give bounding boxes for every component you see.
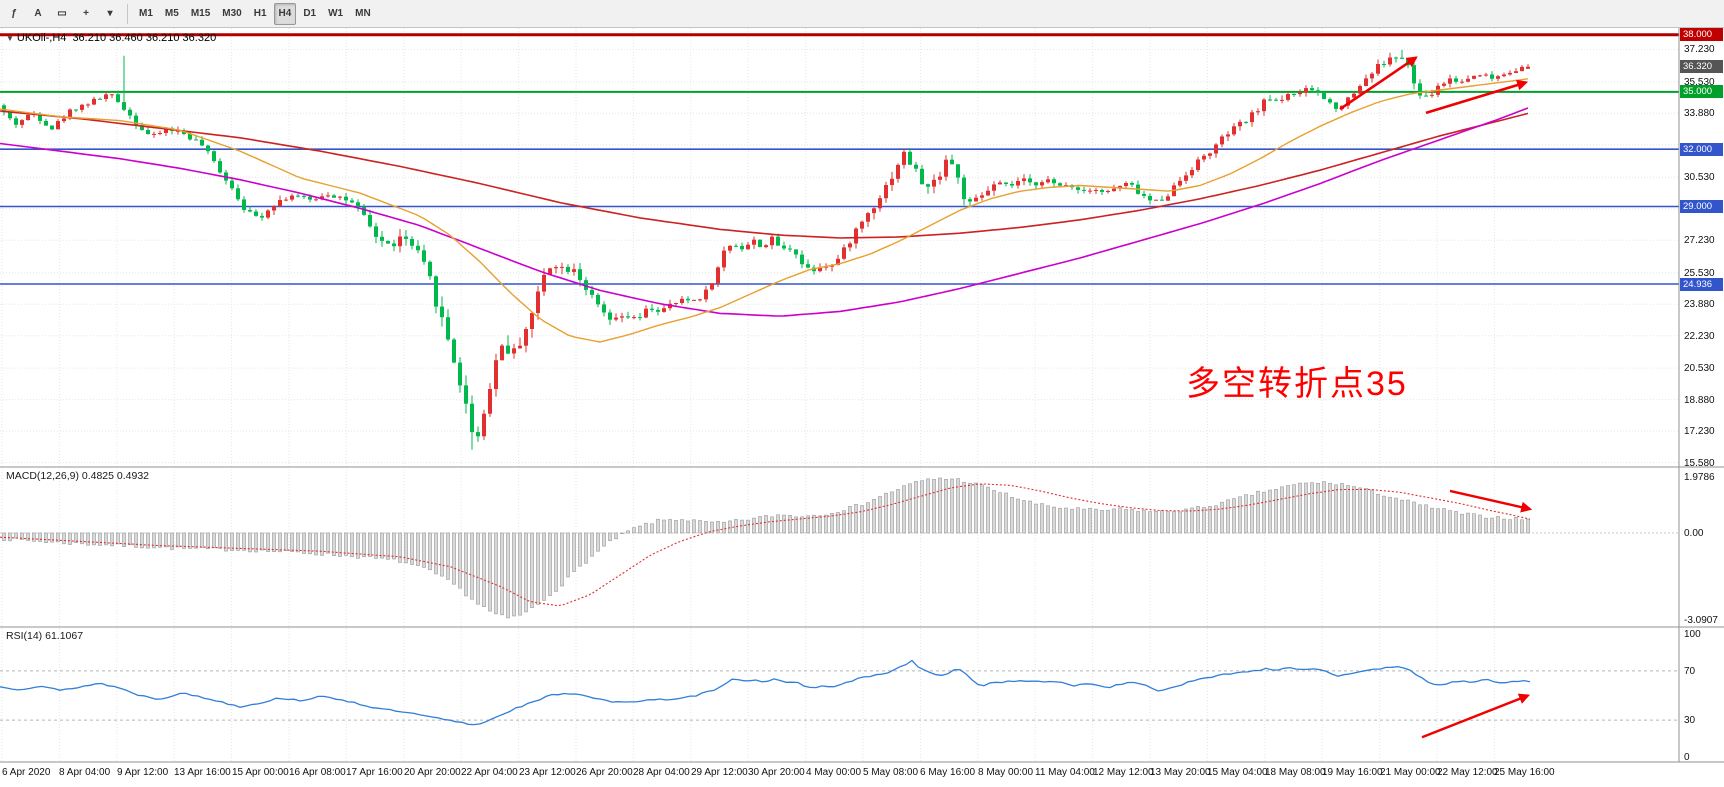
time-label: 19 May 16:00: [1322, 767, 1383, 778]
symbol-ohlc-values: 36.210 36.460 36.210 36.320: [72, 32, 217, 44]
macd-tick-label: -3.0907: [1684, 615, 1718, 626]
price-box-label: 29.000: [1680, 200, 1723, 213]
timeframe-buttons: M1 M5 M15 M30 H1 H4 D1 W1 MN: [133, 2, 377, 25]
time-label: 28 Apr 04:00: [633, 767, 690, 778]
timeframe-button-m30[interactable]: M30: [222, 8, 242, 19]
time-label: 26 Apr 20:00: [576, 767, 633, 778]
indicators-icon[interactable]: ƒ: [11, 8, 17, 19]
price-tick-label: 17.230: [1684, 426, 1715, 437]
price-tick-label: 27.230: [1684, 235, 1715, 246]
timeframe-button-d1[interactable]: D1: [303, 8, 317, 19]
price-tick-label: 15.580: [1684, 458, 1715, 469]
price-box-label: 35.000: [1680, 85, 1723, 98]
time-label: 30 Apr 20:00: [748, 767, 805, 778]
time-label: 25 May 16:00: [1494, 767, 1555, 778]
time-label: 5 May 08:00: [863, 767, 919, 778]
main-toolbar: ƒ A ▭ + ▾ M1 M5 M15 M30 H1 H4 D1 W1 MN: [0, 0, 1724, 28]
time-label: 21 May 00:00: [1380, 767, 1441, 778]
time-label: 4 May 00:00: [806, 767, 862, 778]
symbol-info: ▼ UKOil-,H4 36.210 36.460 36.210 36.320: [6, 32, 216, 44]
dropdown-caret-icon[interactable]: ▾: [107, 8, 113, 19]
collapse-triangle-icon[interactable]: ▼: [6, 34, 14, 43]
time-label: 6 Apr 2020: [2, 767, 51, 778]
time-label: 17 Apr 16:00: [346, 767, 403, 778]
rsi-tick-label: 70: [1684, 666, 1696, 677]
price-box-label: 24.936: [1680, 278, 1723, 291]
time-label: 6 May 16:00: [920, 767, 976, 778]
timeframe-button-m5[interactable]: M5: [164, 8, 179, 19]
time-label: 15 May 04:00: [1207, 767, 1268, 778]
price-tick-label: 25.530: [1684, 268, 1715, 279]
timeframe-button-m1[interactable]: M1: [139, 8, 153, 19]
chart-annotation-text: 多空转折点35: [1186, 365, 1408, 403]
time-label: 29 Apr 12:00: [691, 767, 748, 778]
price-box-label: 36.320: [1680, 60, 1723, 73]
rsi-tick-label: 0: [1684, 752, 1690, 763]
rsi-tick-label: 100: [1684, 629, 1701, 640]
time-label: 9 Apr 12:00: [117, 767, 169, 778]
time-label: 22 Apr 04:00: [461, 767, 518, 778]
time-label: 13 May 20:00: [1150, 767, 1211, 778]
time-label: 8 May 00:00: [978, 767, 1034, 778]
price-tick-label: 18.880: [1684, 395, 1715, 406]
timeframe-button-mn[interactable]: MN: [355, 8, 371, 19]
price-tick-label: 35.530: [1684, 77, 1715, 88]
price-tick-label: 22.230: [1684, 331, 1715, 342]
trend-arrows-layer: [1339, 56, 1533, 739]
timeframe-button-h4[interactable]: H4: [273, 2, 297, 25]
timeframe-button-w1[interactable]: W1: [328, 8, 344, 19]
rsi-name: RSI(14): [6, 630, 43, 642]
price-tick-label: 37.230: [1684, 44, 1715, 55]
time-label: 18 May 08:00: [1265, 767, 1326, 778]
timeframe-button-m15[interactable]: M15: [190, 8, 211, 19]
price-tick-label: 30.530: [1684, 172, 1715, 183]
macd-values: 0.4825 0.4932: [81, 470, 150, 482]
crosshair-tool-icon[interactable]: +: [83, 8, 89, 19]
time-label: 15 Apr 00:00: [232, 767, 289, 778]
macd-tick-label: 0.00: [1684, 528, 1704, 539]
macd-tick-label: 1.9786: [1684, 472, 1715, 483]
time-label: 8 Apr 04:00: [59, 767, 111, 778]
macd-name: MACD(12,26,9): [6, 470, 79, 482]
chart-window-icon[interactable]: ▭: [57, 8, 67, 19]
price-box-label: 38.000: [1680, 28, 1723, 41]
time-label: 22 May 12:00: [1437, 767, 1498, 778]
hlines-layer: [0, 33, 1679, 285]
price-box-label: 32.000: [1680, 143, 1723, 156]
price-tick-label: 20.530: [1684, 363, 1715, 374]
panel-borders-layer: [0, 28, 1724, 763]
time-label: 13 Apr 16:00: [174, 767, 231, 778]
moving-averages-layer: [0, 78, 1529, 343]
symbol-name: UKOil-,H4: [16, 32, 67, 44]
time-label: 11 May 04:00: [1035, 767, 1095, 778]
rsi-tick-label: 30: [1684, 715, 1696, 726]
time-label: 23 Apr 12:00: [519, 767, 576, 778]
price-tick-label: 33.880: [1684, 108, 1715, 119]
rsi-value: 61.1067: [45, 630, 84, 642]
macd-layer: [0, 477, 1679, 619]
time-label: 16 Apr 08:00: [289, 767, 346, 778]
time-label: 20 Apr 20:00: [404, 767, 461, 778]
rsi-layer: [0, 659, 1679, 726]
price-tick-label: 23.880: [1684, 299, 1715, 310]
timeframe-button-h1[interactable]: H1: [253, 8, 267, 19]
vertical-gridlines-layer: [1, 28, 1495, 762]
macd-label: MACD(12,26,9) 0.4825 0.4932: [6, 470, 149, 482]
text-tool-icon[interactable]: A: [34, 8, 42, 19]
rsi-label: RSI(14) 61.1067: [6, 630, 83, 642]
toolbar-separator: [127, 3, 128, 24]
time-label: 12 May 12:00: [1093, 767, 1154, 778]
toolbar-left-buttons: ƒ A ▭ + ▾: [2, 3, 122, 25]
